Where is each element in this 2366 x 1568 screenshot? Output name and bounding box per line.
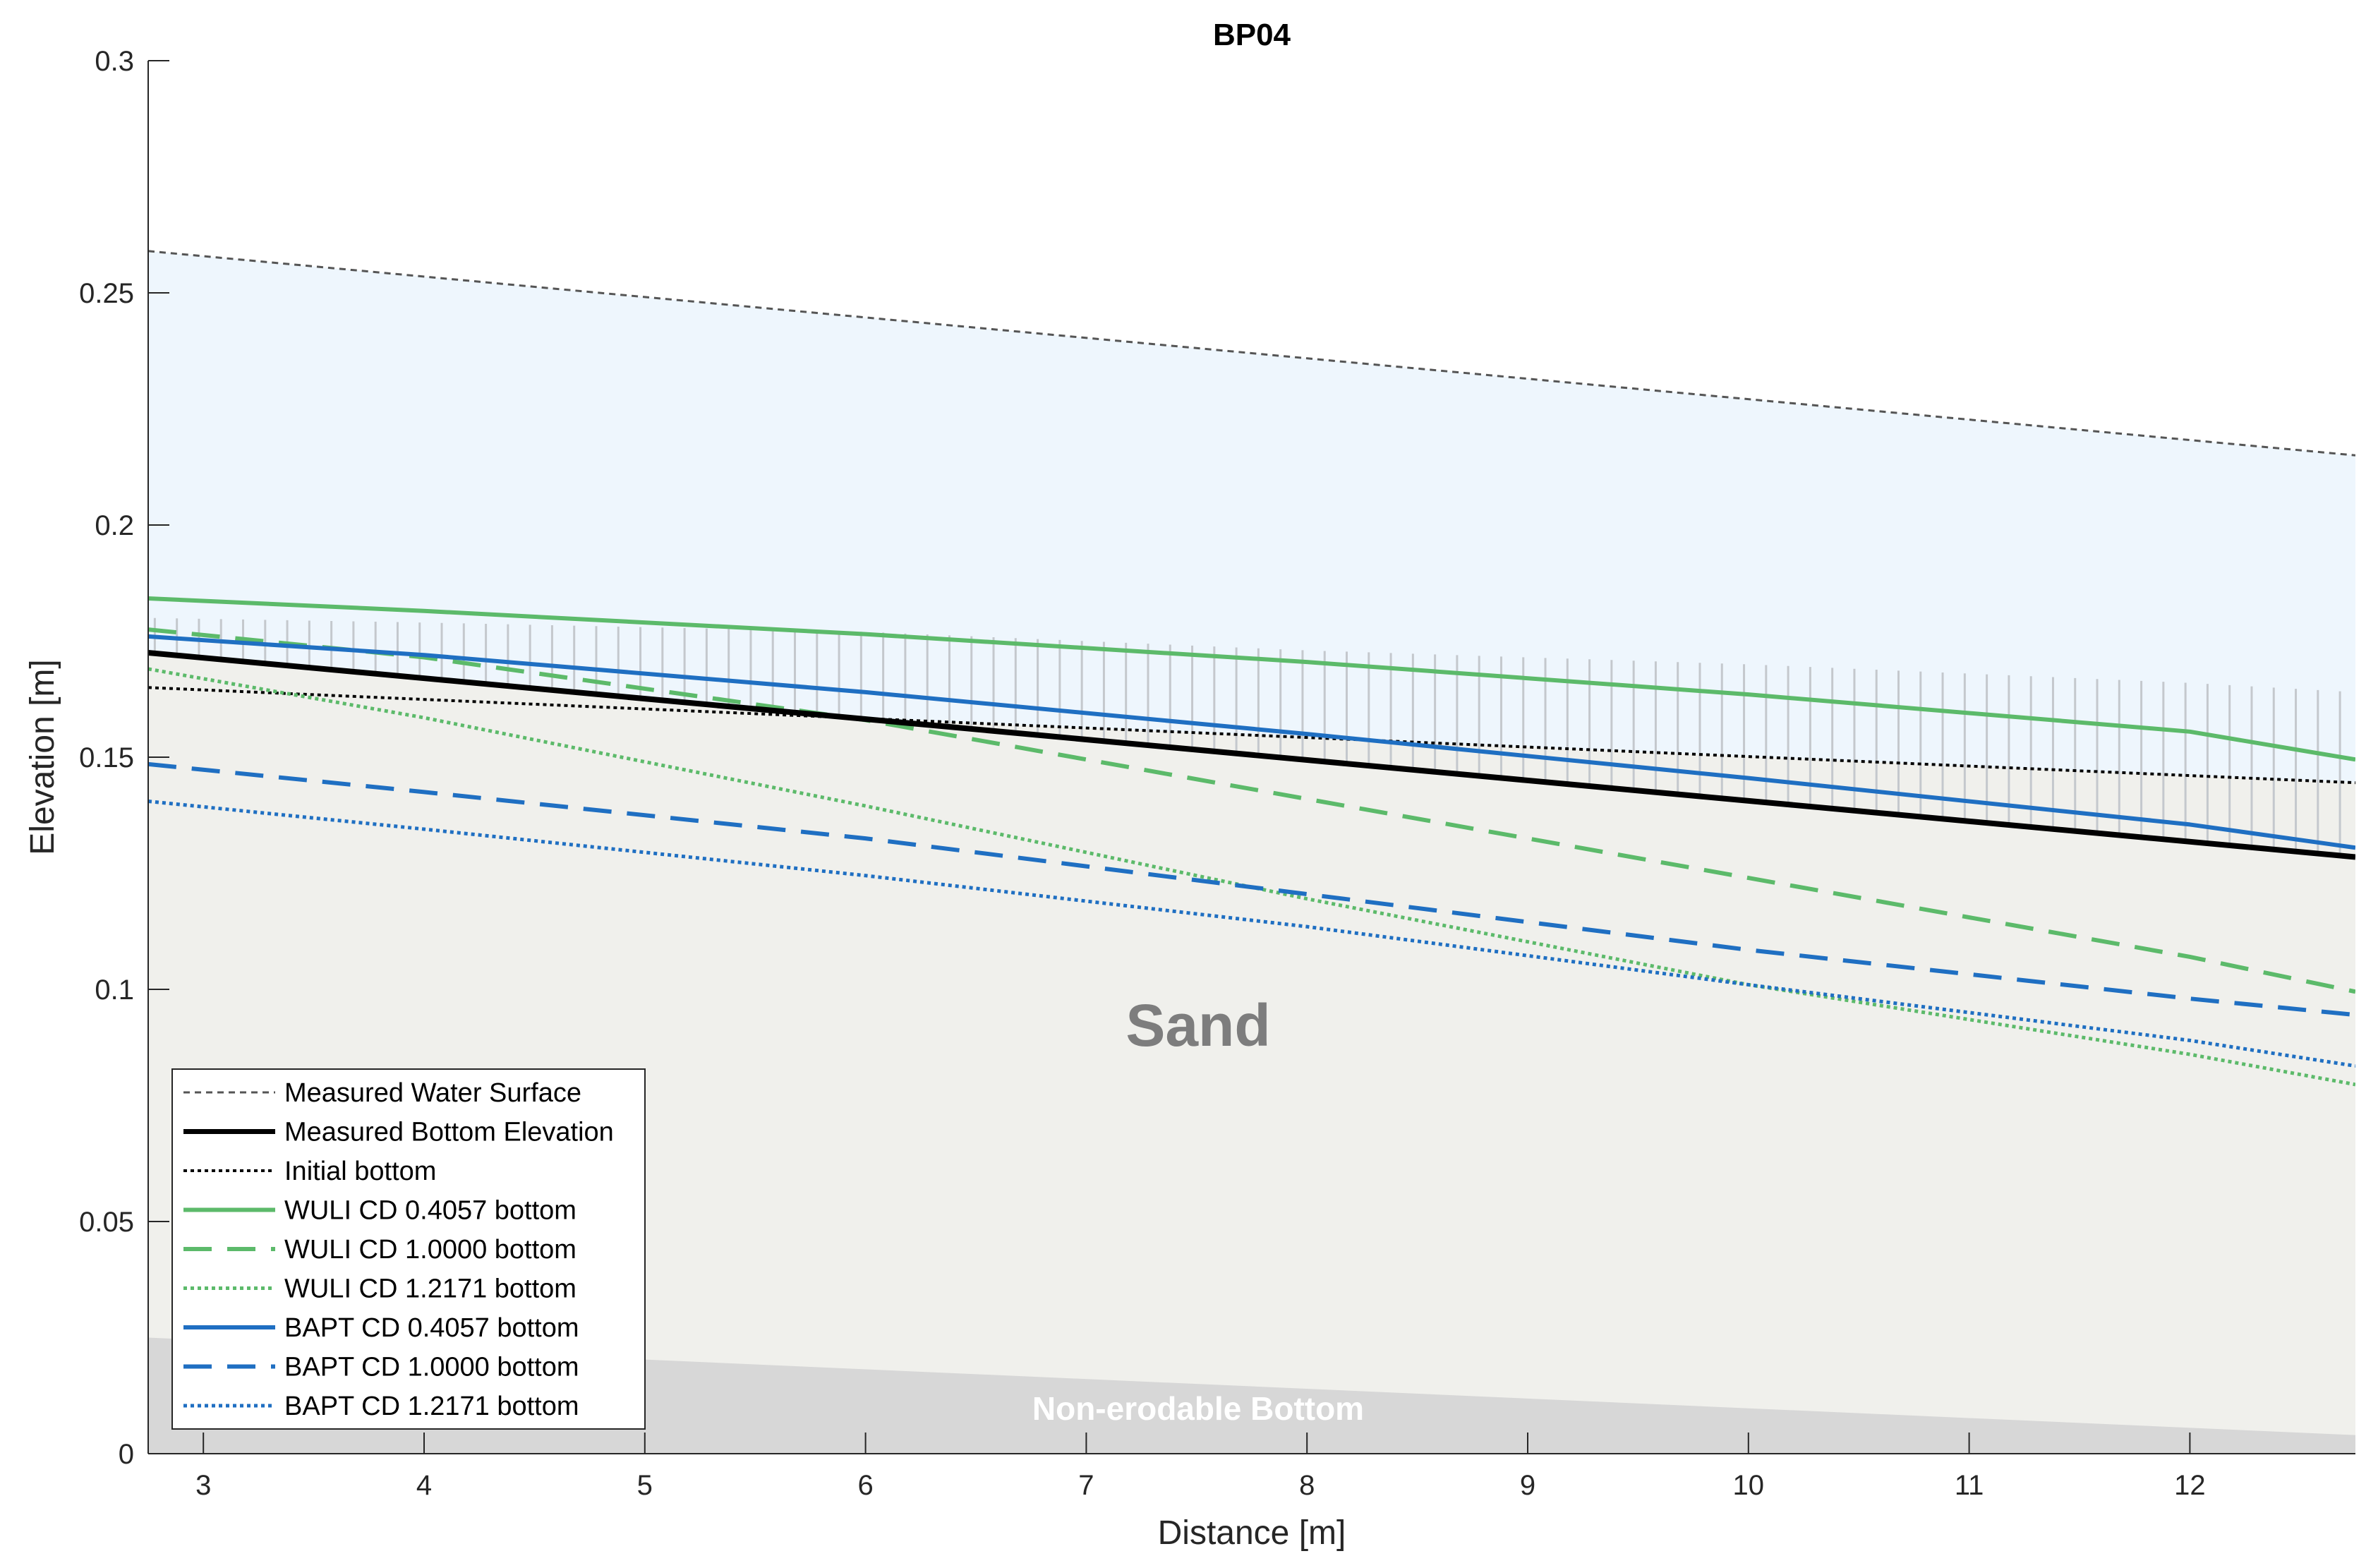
x-tick-label: 8 bbox=[1299, 1470, 1315, 1501]
y-axis-ticks: 0 0.05 0.1 0.15 0.2 0.25 0.3 bbox=[79, 46, 169, 1470]
legend-label: Measured Water Surface bbox=[284, 1078, 581, 1108]
x-tick-label: 4 bbox=[416, 1470, 432, 1501]
legend-label: WULI CD 0.4057 bottom bbox=[284, 1196, 577, 1226]
x-tick-label: 7 bbox=[1078, 1470, 1094, 1501]
series-line-4 bbox=[148, 596, 2355, 762]
x-tick-label: 9 bbox=[1520, 1470, 1535, 1501]
series-line-9 bbox=[148, 800, 2355, 1068]
sand-region bbox=[148, 652, 2355, 1454]
series-line-7 bbox=[148, 634, 2355, 850]
x-tick-label: 11 bbox=[1955, 1470, 1984, 1501]
x-tick-label: 5 bbox=[637, 1470, 653, 1501]
series-line-2 bbox=[148, 649, 2355, 860]
y-tick-label: 0.3 bbox=[95, 46, 134, 77]
legend-label: BAPT CD 0.4057 bottom bbox=[284, 1313, 579, 1343]
y-tick-label: 0.2 bbox=[95, 510, 134, 541]
y-tick-label: 0.15 bbox=[79, 742, 134, 773]
y-tick-label: 0.1 bbox=[95, 975, 134, 1006]
x-tick-label: 6 bbox=[857, 1470, 873, 1501]
legend: Measured Water Surface Measured Bottom El… bbox=[171, 1068, 646, 1430]
x-axis-label: Distance [m] bbox=[1158, 1514, 1346, 1552]
series-layer bbox=[148, 250, 2355, 1087]
legend-label: WULI CD 1.0000 bottom bbox=[284, 1235, 577, 1265]
series-line-8 bbox=[148, 761, 2355, 1018]
y-tick-label: 0.25 bbox=[79, 278, 134, 309]
legend-label: Measured Bottom Elevation bbox=[284, 1118, 614, 1147]
legend-label: Initial bottom bbox=[284, 1157, 436, 1186]
legend-label: BAPT CD 1.0000 bottom bbox=[284, 1353, 579, 1382]
non-erodable-bottom-label: Non-erodable Bottom bbox=[1032, 1390, 1364, 1427]
series-line-1 bbox=[148, 250, 2355, 457]
y-tick-label: 0.05 bbox=[79, 1207, 134, 1238]
x-tick-label: 10 bbox=[1733, 1470, 1765, 1501]
series-line-6 bbox=[148, 667, 2355, 1087]
series-line-3 bbox=[148, 686, 2355, 785]
legend-label: WULI CD 1.2171 bottom bbox=[284, 1274, 577, 1304]
regions-layer bbox=[148, 61, 2355, 1454]
y-axis-label: Elevation [m] bbox=[24, 659, 61, 855]
y-tick-label: 0 bbox=[119, 1439, 134, 1470]
chart-title: BP04 bbox=[1213, 18, 1291, 52]
x-tick-label: 12 bbox=[2174, 1470, 2206, 1501]
x-axis-ticks: 3 4 5 6 7 8 9 10 11 12 bbox=[195, 1433, 2206, 1501]
x-tick-label: 3 bbox=[195, 1470, 211, 1501]
non-erodable-bottom-region bbox=[148, 1337, 2355, 1454]
series-line-5 bbox=[148, 627, 2355, 994]
legend-label: BAPT CD 1.2171 bottom bbox=[284, 1392, 579, 1421]
sand-label: Sand bbox=[1125, 992, 1270, 1059]
